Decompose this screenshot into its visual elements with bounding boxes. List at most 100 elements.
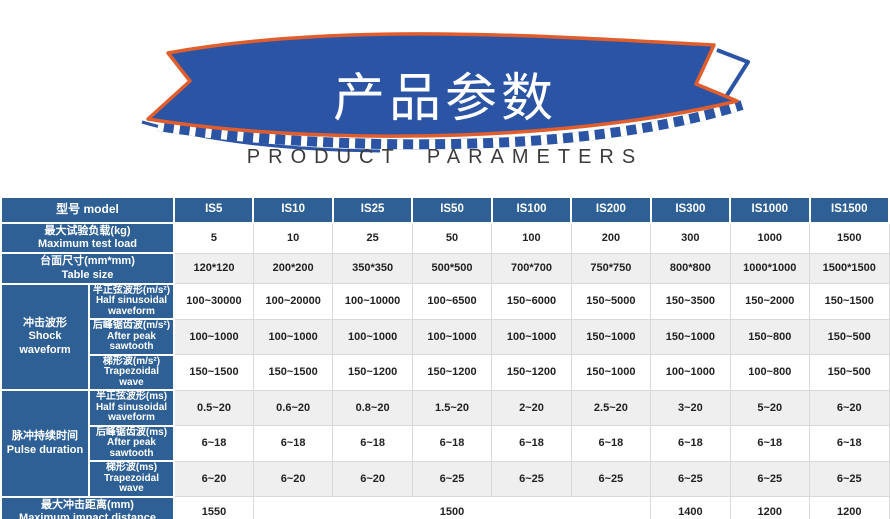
value-cell: 700*700	[491, 252, 572, 285]
table-row: 梯形波(m/s²) Trapezoidal wave 150~1500 150~15…	[1, 353, 890, 392]
value-cell: 300	[650, 222, 731, 254]
value-cell: 0.8~20	[332, 389, 413, 427]
value-cell: 6~18	[252, 425, 334, 462]
value-cell: 100~800	[729, 354, 811, 391]
banner-title: 产品参数	[332, 70, 557, 128]
value-cell: 6~18	[411, 425, 493, 462]
model-header: IS200	[570, 196, 652, 224]
value-cell: 150~1500	[809, 283, 890, 320]
value-cell: 6~25	[411, 460, 493, 498]
subrow-label: 半正弦波形(ms) Half sinusoidal waveform	[88, 389, 175, 427]
value-cell: 150~3500	[650, 283, 731, 320]
banner-subtitle: PRODUCT PARAMETERS	[246, 146, 644, 168]
value-cell: 800*800	[650, 252, 731, 285]
value-cell: 2~20	[491, 389, 572, 427]
ribbon-banner-graphic	[141, 32, 750, 153]
ribbon-body	[146, 32, 739, 138]
value-cell: 200*200	[252, 252, 334, 285]
value-cell: 6~18	[809, 425, 890, 462]
value-cell: 100~1000	[173, 318, 254, 356]
table-row: 脉冲持续时间 Pulse duration 半正弦波形(ms) Half sinu…	[0, 389, 890, 498]
value-cell: 6~25	[491, 460, 572, 498]
value-cell: 1200	[729, 496, 811, 519]
row-label: 台面尺寸(mm*mm) Table size	[0, 252, 175, 285]
group-label: 冲击波形 Shock waveform	[0, 282, 90, 392]
value-cell: 1.5~20	[411, 389, 493, 427]
value-cell: 25	[332, 222, 413, 254]
value-cell: 6~25	[809, 460, 890, 498]
value-cell: 1000*1000	[729, 252, 811, 285]
model-header: IS300	[649, 196, 732, 224]
value-cell: 150~1500	[252, 354, 334, 391]
value-cell: 6~18	[173, 425, 254, 462]
value-cell: 5~20	[729, 389, 811, 427]
table-row: 梯形波(ms) Trapezoidal wave 6~20 6~20 6~20 6~25…	[1, 460, 890, 498]
table-row: 型号 model IS5 IS10 IS25 IS50 IS100 IS200 IS300 IS…	[0, 196, 890, 224]
model-header: IS25	[331, 196, 414, 224]
value-cell: 350*350	[332, 252, 413, 285]
value-cell: 120*120	[173, 252, 254, 285]
model-header: IS1500	[808, 196, 890, 224]
value-cell: 100~30000	[173, 283, 254, 320]
value-cell: 6~25	[729, 460, 811, 498]
value-cell: 100~6500	[411, 283, 493, 320]
table-row: 最大冲击距离(mm) Maximum impact distance 1550 15…	[0, 495, 890, 519]
value-cell: 50	[411, 222, 493, 254]
value-cell: 150~800	[729, 318, 811, 356]
value-cell: 100~1000	[650, 354, 731, 391]
value-cell: 1200	[809, 496, 890, 519]
value-cell: 6~18	[650, 425, 731, 462]
value-cell: 5	[173, 222, 254, 254]
value-cell: 6~25	[570, 460, 652, 498]
table-row: 台面尺寸(mm*mm) Table size 120*120 200*200 350*…	[0, 252, 890, 285]
value-cell: 150~1000	[650, 318, 731, 356]
model-header: IS5	[172, 196, 255, 224]
value-cell: 150~1200	[332, 354, 413, 391]
value-cell: 6~18	[570, 425, 652, 462]
value-cell: 3~20	[650, 389, 731, 427]
parameters-table: 型号 model IS5 IS10 IS25 IS50 IS100 IS200 IS300 IS…	[0, 196, 890, 519]
value-cell: 2.5~20	[570, 389, 652, 427]
table-row: 后峰锯齿波(m/s²) After peak sawtooth 100~1000 1…	[1, 318, 890, 356]
value-cell: 100	[491, 222, 572, 254]
model-header: IS10	[252, 196, 334, 224]
value-cell: 0.5~20	[173, 389, 254, 427]
value-cell: 100~10000	[332, 283, 413, 320]
value-cell: 6~20	[809, 389, 890, 427]
value-cell: 500*500	[411, 252, 493, 285]
value-cell: 100~1000	[332, 318, 413, 356]
row-label: 最大试验负载(kg) Maximum test load	[0, 221, 175, 255]
value-cell: 6~25	[650, 460, 731, 498]
subrow-label: 后峰锯齿波(ms) After peak sawtooth	[88, 424, 175, 463]
model-header: IS100	[490, 196, 573, 224]
value-cell: 6~18	[491, 425, 572, 462]
value-cell: 150~2000	[729, 283, 811, 320]
value-cell: 6~18	[729, 425, 811, 462]
subrow-label: 梯形波(ms) Trapezoidal wave	[88, 460, 175, 498]
table-row: 冲击波形 Shock waveform 半正弦波形(m/s²) Half sinu…	[0, 282, 890, 392]
value-cell: 1500	[809, 222, 890, 254]
value-cell: 100~1000	[411, 318, 493, 356]
subrow-label: 梯形波(m/s²) Trapezoidal wave	[88, 353, 175, 392]
value-cell: 1000	[729, 222, 811, 254]
value-cell: 6~20	[332, 460, 413, 498]
value-cell: 750*750	[570, 252, 652, 285]
value-cell: 150~500	[809, 354, 890, 391]
banner: 产品参数 PRODUCT PARAMETERS	[0, 0, 890, 196]
group-label: 脉冲持续时间 Pulse duration	[0, 389, 90, 498]
value-cell: 100~20000	[252, 283, 334, 320]
value-cell: 1550	[173, 496, 254, 519]
value-cell: 0.6~20	[252, 389, 334, 427]
value-cell: 150~6000	[491, 283, 572, 320]
ribbon-right-fold-outline	[716, 48, 750, 102]
value-cell: 150~1200	[491, 354, 572, 391]
value-cell: 100~1000	[491, 318, 572, 356]
subrow-label: 后峰锯齿波(m/s²) After peak sawtooth	[88, 318, 175, 356]
model-header: IS1000	[729, 196, 811, 224]
parameters-table-body: 型号 model IS5 IS10 IS25 IS50 IS100 IS200 IS300 IS…	[0, 196, 890, 519]
table-row: 最大试验负载(kg) Maximum test load 5 10 25 50 100 20…	[0, 221, 890, 255]
value-cell: 150~500	[809, 318, 890, 356]
table-row: 后峰锯齿波(ms) After peak sawtooth 6~18 6~18 6~1…	[1, 424, 890, 463]
value-cell: 150~5000	[570, 283, 652, 320]
